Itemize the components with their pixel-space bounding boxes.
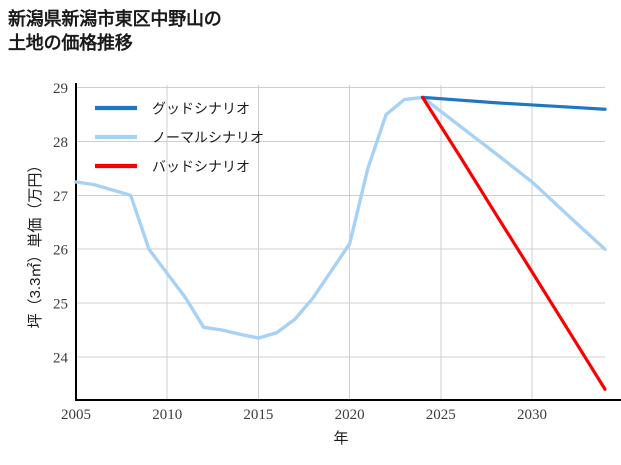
y-tick-label: 25 [53, 297, 68, 313]
series-lines [74, 95, 607, 391]
x-tick-label: 2020 [335, 407, 365, 423]
legend-label: ノーマルシナリオ [152, 130, 264, 146]
y-axis-title: 坪（3.3㎡）単価（万円） [27, 158, 44, 329]
y-tick-label: 28 [53, 135, 68, 151]
x-tick-label: 2005 [61, 407, 91, 423]
axis-lines [74, 83, 621, 402]
legend-label: バッドシナリオ [152, 159, 250, 175]
x-tick-labels: 2005 2010 2015 2020 2025 2030 [61, 407, 547, 423]
y-tick-label: 27 [53, 189, 69, 205]
y-tick-label: 26 [53, 243, 69, 259]
x-tick-label: 2010 [152, 407, 182, 423]
y-tick-label: 24 [53, 350, 69, 366]
series-line-bad [420, 95, 607, 391]
y-tick-label: 29 [53, 81, 68, 97]
chart-title: 新潟県新潟市東区中野山の 土地の価格推移 [8, 9, 222, 53]
x-tick-label: 2025 [426, 407, 456, 423]
x-tick-label: 2015 [243, 407, 273, 423]
x-gridlines [75, 85, 533, 400]
x-tick-label: 2030 [517, 407, 547, 423]
x-axis-title: 年 [333, 430, 348, 447]
y-gridlines [76, 87, 605, 358]
series-line-good [420, 95, 607, 111]
legend-label: グッドシナリオ [152, 101, 250, 117]
y-tick-labels: 24 25 26 27 28 29 [53, 81, 69, 366]
series-line-normal [74, 95, 607, 340]
